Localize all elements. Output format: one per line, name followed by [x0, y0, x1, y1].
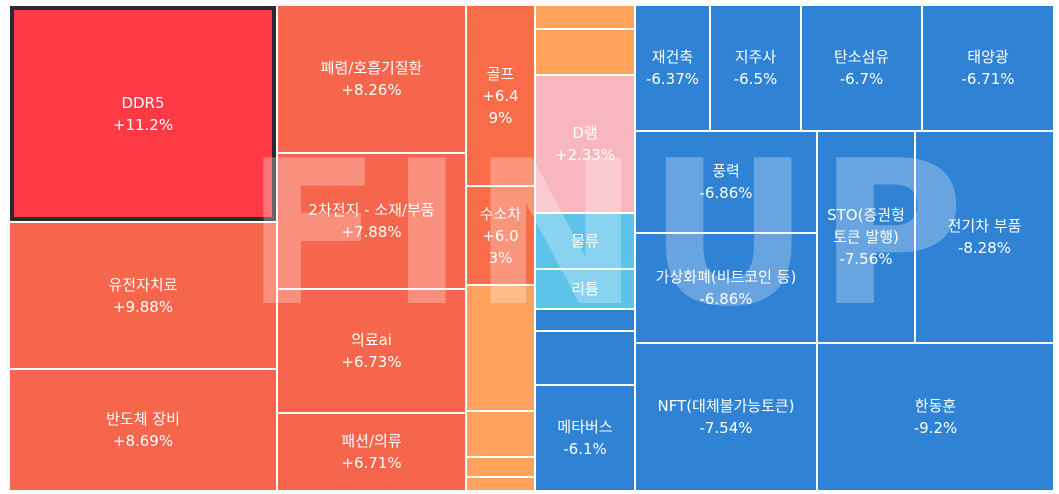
tile-label: 의료ai [351, 331, 392, 349]
tile-탄소섬유[interactable]: 탄소섬유 -6.7% [802, 6, 921, 130]
tile-change: -6.5% [733, 70, 778, 88]
tile-change: -7.56% [839, 250, 893, 268]
tile-폐렴호흡기질환[interactable]: 폐렴/호흡기질환 +8.26% [278, 6, 465, 152]
tile-change: +8.69% [112, 432, 174, 450]
tile-가상화폐비트코인-등[interactable]: 가상화폐(비트코인 등) -6.86% [636, 234, 816, 342]
tile-태양광[interactable]: 태양광 -6.71% [923, 6, 1053, 130]
tile-label: STO(증권형 토큰 발행) [827, 206, 905, 246]
tile-STO증권형-토큰-발행[interactable]: STO(증권형 토큰 발행) -7.56% [818, 132, 914, 342]
tile-한동훈[interactable]: 한동훈 -9.2% [818, 344, 1053, 490]
tile-label: 패션/의류 [341, 432, 402, 450]
tile-label: 풍력 [712, 162, 740, 180]
tile-label: 반도체 장비 [106, 410, 180, 428]
tile-반도체-장비[interactable]: 반도체 장비 +8.69% [10, 370, 276, 490]
tile-unlabeled-19[interactable] [536, 310, 634, 330]
tile-label: 리튬 [571, 280, 599, 298]
tile-label: DDR5 [121, 93, 165, 112]
tile-패션의류[interactable]: 패션/의류 +6.71% [278, 414, 465, 490]
tile-change: +6.73% [341, 353, 402, 371]
tile-change: -6.1% [563, 440, 607, 458]
tile-unlabeled-10[interactable] [467, 412, 534, 456]
tile-change: +2.33% [554, 146, 616, 164]
tile-change: +6.71% [341, 454, 402, 472]
tile-풍력[interactable]: 풍력 -6.86% [636, 132, 816, 232]
tile-label: 폐렴/호흡기질환 [320, 59, 423, 77]
tile-골프[interactable]: 골프 +6.4 9% [467, 6, 534, 185]
tile-label: 2차전지 - 소재/부품 [308, 201, 435, 219]
tile-label: 전기차 부품 [947, 217, 1022, 235]
tile-unlabeled-12[interactable] [467, 478, 534, 490]
tile-change: -6.7% [839, 70, 884, 88]
tile-unlabeled-11[interactable] [467, 458, 534, 476]
tile-2차전지---소재부품[interactable]: 2차전지 - 소재/부품 +7.88% [278, 154, 465, 288]
tile-unlabeled-13[interactable] [536, 6, 634, 28]
tile-change: +11.2% [112, 115, 174, 134]
tile-label: 유전자치료 [108, 275, 178, 294]
tile-수소차[interactable]: 수소차 +6.0 3% [467, 187, 534, 284]
tile-DDR5[interactable]: DDR5 +11.2% [10, 6, 276, 221]
tile-change: +6.4 9% [482, 86, 519, 127]
tile-change: -6.86% [699, 290, 753, 308]
tile-change: -6.71% [961, 70, 1015, 88]
tile-change: -8.28% [957, 239, 1012, 257]
tile-물류[interactable]: 물류 [536, 214, 634, 268]
tile-유전자치료[interactable]: 유전자치료 +9.88% [10, 223, 276, 368]
tile-전기차-부품[interactable]: 전기차 부품 -8.28% [916, 132, 1053, 342]
tile-지주사[interactable]: 지주사 -6.5% [711, 6, 800, 130]
tile-change: +8.26% [341, 81, 402, 99]
tile-change: -6.86% [699, 184, 753, 202]
tile-label: 수소차 [479, 204, 522, 223]
tile-unlabeled-9[interactable] [467, 286, 534, 410]
tile-label: 물류 [571, 232, 599, 250]
tile-label: 재건축 [651, 48, 694, 66]
tile-의료ai[interactable]: 의료ai +6.73% [278, 290, 465, 412]
tile-change: -6.37% [645, 70, 700, 88]
tile-unlabeled-14[interactable] [536, 30, 634, 74]
tile-change: +6.0 3% [482, 226, 519, 267]
tile-label: 지주사 [734, 48, 777, 66]
tile-리튬[interactable]: 리튬 [536, 270, 634, 308]
tile-label: 가상화폐(비트코인 등) [655, 268, 797, 286]
tile-NFT대체불가능토큰[interactable]: NFT(대체불가능토큰) -7.54% [636, 344, 816, 490]
tile-D램[interactable]: D램 +2.33% [536, 76, 634, 212]
tile-label: 태양광 [967, 48, 1009, 66]
tile-change: -7.54% [699, 419, 753, 437]
tile-change: +9.88% [112, 297, 174, 316]
tile-label: D램 [572, 124, 598, 142]
tile-label: 골프 [486, 64, 515, 83]
tile-메타버스[interactable]: 메타버스 -6.1% [536, 386, 634, 490]
tile-label: 메타버스 [557, 418, 613, 436]
tile-label: NFT(대체불가능토큰) [657, 397, 795, 415]
tile-label: 한동훈 [914, 397, 957, 415]
tile-label: 탄소섬유 [833, 48, 890, 66]
tile-change: -9.2% [913, 419, 958, 437]
tile-재건축[interactable]: 재건축 -6.37% [636, 6, 709, 130]
tile-change: +7.88% [341, 223, 402, 241]
tile-unlabeled-20[interactable] [536, 332, 634, 384]
